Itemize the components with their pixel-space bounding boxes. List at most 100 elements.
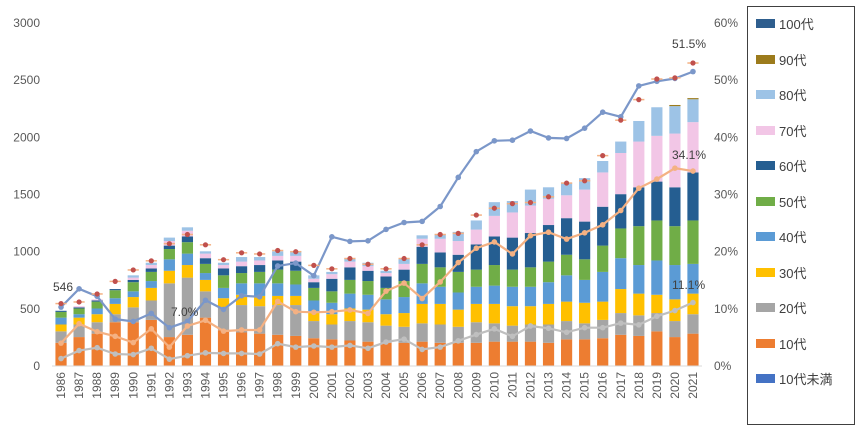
line-point [184,352,191,359]
line-point [365,238,371,244]
legend-swatch [756,303,775,312]
bar-segment [470,220,482,230]
line-point [292,260,299,266]
x-tick-label: 2014 [560,372,574,399]
bar-segment [55,331,67,343]
line-point [509,137,516,143]
bar-segment [308,338,320,366]
total-point [58,300,64,307]
bar-segment [651,135,663,182]
bar-segment [199,263,212,274]
right-tick-label: 10% [714,302,738,316]
bar-segment [452,309,464,327]
bar-segment [217,307,230,331]
line-point [455,338,462,344]
line-point [202,317,209,324]
total-point [94,291,100,297]
percentage-lines [58,68,696,362]
total-point [672,75,678,81]
x-tick-label: 1996 [235,372,249,399]
line-point [419,295,425,302]
line-point [220,306,227,313]
x-tick-label: 1988 [90,372,104,399]
legend-item: 20代 [756,298,806,317]
bar-segment [199,279,212,292]
bar-segment [560,301,573,322]
bar-segment [633,265,645,294]
line-point [599,109,606,115]
bar-segment [199,258,212,264]
percentage-line [60,167,694,349]
legend-swatch [756,19,775,28]
percentage-line [60,301,694,361]
line-point [256,294,263,300]
total-point [257,251,263,257]
total-point [347,255,353,262]
left-axis: 0 500 1000 1500 2000 2500 3000 [13,16,40,373]
bar-segment [73,314,85,318]
line-point [365,345,371,352]
bar-segment [254,333,266,366]
x-tick-label: 2000 [307,372,321,399]
bar-segment [434,238,446,253]
line-point [112,333,118,340]
total-point [202,242,209,248]
total-point [545,194,552,200]
bar-segment [579,302,591,324]
total-point [220,257,227,263]
x-axis: 1986 1987 1988 1989 1990 1991 1992 1993 1994 1995… [52,365,702,399]
bar-segment [452,342,464,366]
bar-segment [651,181,663,221]
bar-segment [506,201,519,213]
label-pct-2021-total: 51.5% [672,37,706,51]
line-point [527,128,534,134]
bar-segment [380,314,392,326]
line-point [148,326,155,332]
legend-swatch [756,338,775,348]
bar-segment [145,287,157,301]
bar-segment [416,283,428,304]
x-tick-label: 1994 [198,372,212,399]
bar-segment [597,338,609,366]
line-point [184,318,191,325]
bar-segment [597,271,609,302]
bar-segment [127,277,139,280]
total-point [582,178,588,184]
bar-segment [344,340,356,366]
bar-segment [73,308,85,315]
line-point [202,297,209,304]
bar-segment [290,270,302,285]
line-point [437,344,443,350]
bar-segment [470,269,482,287]
bar-segment [272,283,284,296]
line-point [220,350,227,357]
bar-segment [452,231,464,242]
bar-segment [145,281,157,288]
bar-segment [560,254,573,276]
bar-segment [163,237,175,242]
bar-segment [308,282,320,288]
line-point [545,325,552,332]
bar-segment [398,263,410,270]
bar-segment [290,284,302,296]
bar-segment [254,295,266,307]
line-point [654,176,660,182]
line-point [274,298,281,305]
x-tick-label: 1993 [180,372,194,399]
bar-segment [344,261,356,268]
legend: 100代 90代 80代 70代 60代 50代 40代 30代 20代 10代 10代未満 [747,6,855,425]
line-point [202,350,209,356]
bar-segment [687,172,699,221]
bar-segment [651,260,663,295]
line-point [329,344,335,350]
bar-segment [524,341,537,366]
total-point [275,247,281,254]
total-point [455,230,461,236]
right-tick-label: 40% [714,130,738,144]
bar-segment [91,300,103,302]
bar-segment [199,253,212,259]
bar-segment [398,342,410,366]
bar-segment [362,281,374,295]
line-point [58,355,64,362]
bar-segment [73,324,85,338]
